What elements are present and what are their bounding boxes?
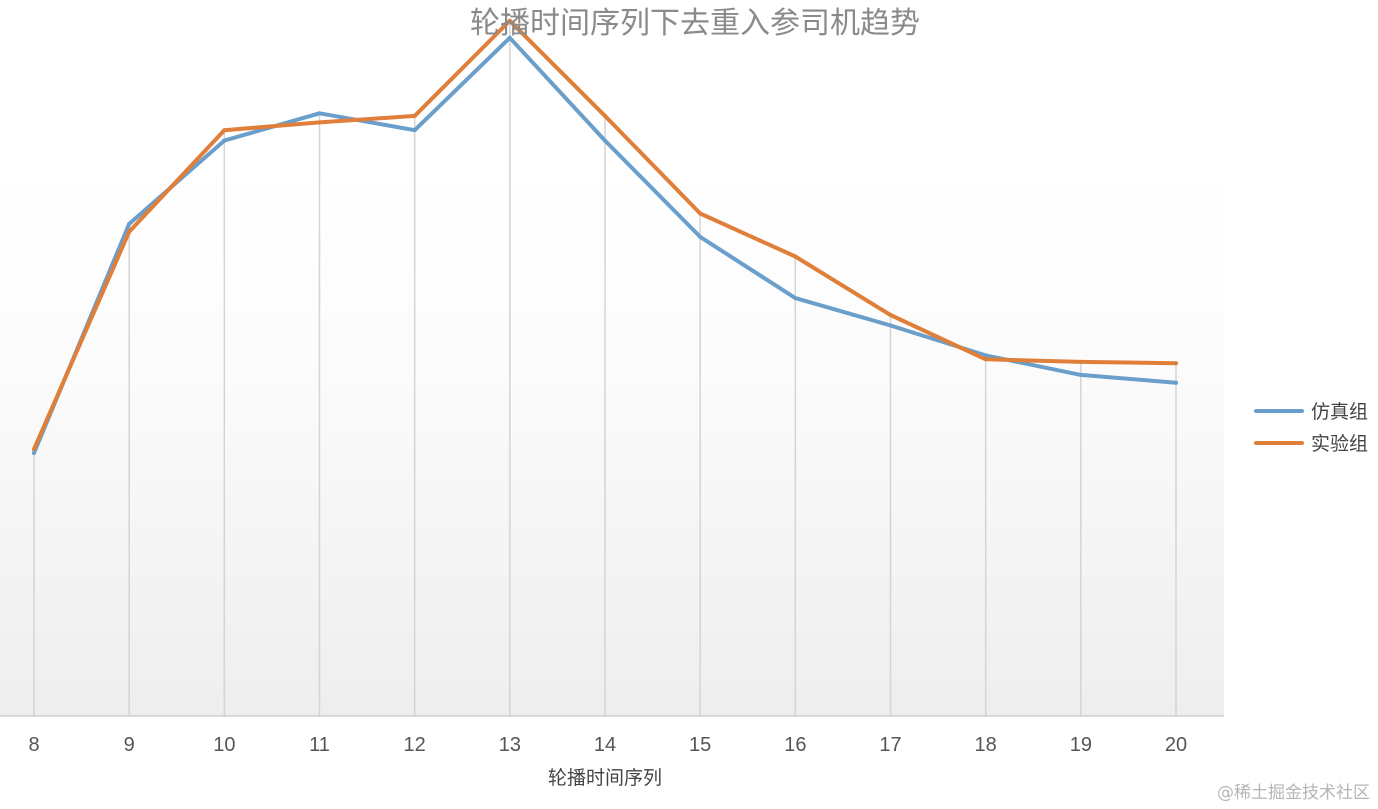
watermark: @稀土掘金技术社区	[1217, 783, 1370, 803]
data-point-1-15	[698, 211, 703, 216]
x-tick-label-10: 10	[213, 734, 235, 756]
data-point-1-17	[888, 313, 893, 318]
data-point-1-20	[1174, 361, 1178, 366]
x-tick-label-20: 20	[1165, 734, 1187, 756]
x-tick-label-11: 11	[309, 734, 330, 756]
data-point-1-8	[32, 447, 36, 452]
x-tick-label-9: 9	[124, 734, 135, 756]
data-point-0-14	[603, 138, 607, 143]
data-point-0-12	[412, 128, 417, 133]
data-point-0-20	[1174, 380, 1178, 385]
x-tick-label-8: 8	[28, 734, 39, 756]
x-tick-label-16: 16	[784, 734, 806, 756]
data-point-0-8	[32, 451, 36, 456]
x-tick-label-13: 13	[499, 734, 521, 756]
data-point-1-13	[507, 18, 512, 23]
data-point-0-13	[507, 35, 512, 40]
data-point-1-10	[222, 128, 227, 133]
x-tick-label-18: 18	[975, 734, 997, 756]
data-point-0-16	[793, 296, 798, 301]
x-tick-label-19: 19	[1070, 734, 1092, 756]
x-tick-label-17: 17	[879, 734, 901, 756]
legend-label-1: 实验组	[1311, 433, 1368, 455]
legend-label-0: 仿真组	[1311, 401, 1368, 423]
data-point-0-19	[1078, 372, 1083, 377]
x-tick-label-12: 12	[404, 734, 426, 756]
x-tick-label-15: 15	[689, 734, 711, 756]
data-point-1-11	[317, 120, 322, 125]
data-point-1-14	[603, 113, 607, 118]
x-axis-title: 轮播时间序列	[548, 767, 662, 789]
series-layer	[32, 18, 1178, 456]
data-point-0-17	[888, 323, 893, 328]
data-point-1-12	[412, 113, 417, 118]
chart-title: 轮播时间序列下去重入参司机趋势	[470, 6, 920, 41]
plot-background	[0, 160, 1224, 716]
data-point-0-15	[698, 234, 703, 239]
x-tick-label-14: 14	[594, 734, 616, 756]
data-point-0-11	[317, 111, 322, 116]
grid-layer	[33, 20, 1177, 716]
data-point-0-9	[127, 221, 132, 226]
data-point-1-18	[983, 357, 988, 362]
data-point-1-9	[127, 229, 132, 234]
data-point-1-19	[1078, 359, 1083, 364]
data-point-0-18	[983, 353, 988, 358]
x-tick-labels: 8 9 10 11 12 13 14 15 16 17 18 19 20	[28, 734, 1187, 756]
data-point-1-16	[793, 254, 798, 259]
data-point-0-10	[222, 138, 227, 143]
